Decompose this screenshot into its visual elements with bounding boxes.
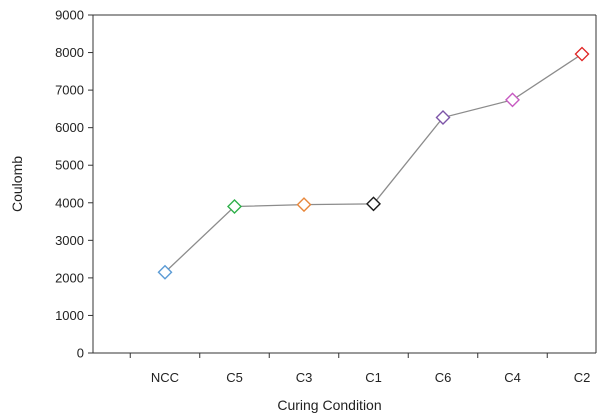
y-tick-label: 9000	[55, 8, 84, 23]
series-line	[164, 53, 583, 273]
y-tick-label: 5000	[55, 158, 84, 173]
x-tick-label: C4	[504, 370, 521, 385]
y-tick-label: 3000	[55, 233, 84, 248]
y-tick-label: 8000	[55, 45, 84, 60]
y-tick-label: 7000	[55, 83, 84, 98]
data-point-c6	[435, 110, 451, 126]
y-tick-label: 2000	[55, 270, 84, 285]
x-tick-label: C1	[365, 370, 382, 385]
data-point-c1	[366, 196, 381, 212]
plot-axes	[92, 14, 597, 354]
data-point-c5	[227, 199, 242, 215]
x-tick-label: C3	[296, 370, 313, 385]
y-axis-ticks: 0 1000 2000 3000 4000 5000 6000 7000 8000 9000	[55, 8, 93, 361]
y-tick-label: 4000	[55, 195, 84, 210]
data-point-c2	[574, 46, 590, 62]
y-tick-label: 0	[77, 346, 84, 361]
series-layer	[157, 46, 590, 280]
x-tick-label: C6	[435, 370, 452, 385]
data-point-c3	[296, 197, 312, 213]
x-axis-ticks: NCC C5 C3 C1 C6 C4 C2	[129, 353, 591, 385]
data-point-ncc	[157, 264, 173, 280]
y-tick-label: 6000	[55, 120, 84, 135]
y-axis-title: Coulomb	[9, 156, 25, 212]
x-tick-label: C2	[574, 370, 591, 385]
y-tick-label: 1000	[55, 308, 84, 323]
data-point-c4	[505, 92, 520, 108]
x-tick-label: NCC	[151, 370, 179, 385]
x-tick-label: C5	[226, 370, 243, 385]
x-axis-title: Curing Condition	[277, 397, 381, 413]
